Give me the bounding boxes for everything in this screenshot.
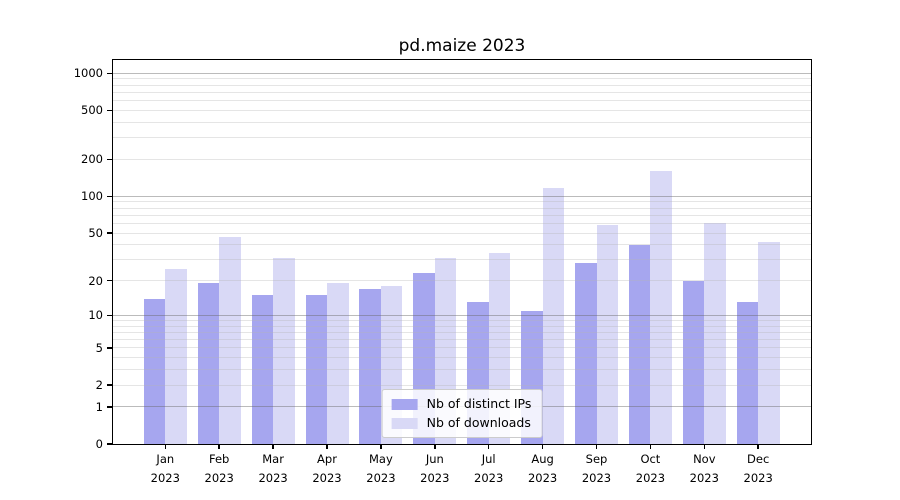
x-tick-label-jan: Jan 2023	[150, 452, 180, 485]
legend-item-distinct-ips: Nb of distinct IPs	[391, 396, 532, 411]
chart-title: pd.maize 2023	[398, 36, 526, 56]
x-tick-label-nov: Nov 2023	[689, 452, 719, 485]
y-tick-label-10: 10	[88, 308, 103, 323]
legend: Nb of distinct IPs Nb of downloads	[381, 389, 543, 438]
plot-area: Nb of distinct IPs Nb of downloads	[112, 59, 812, 445]
x-tick-label-oct: Oct 2023	[635, 452, 666, 485]
y-tick-mark-10	[107, 314, 112, 317]
x-tick-label-jul: Jul 2023	[474, 452, 504, 485]
y-tick-mark-50	[107, 232, 112, 234]
x-tick-mark-jan	[164, 444, 167, 449]
x-tick-label-may: May 2023	[366, 452, 396, 485]
y-tick-mark-500	[107, 109, 112, 112]
bar-downloads-nov	[704, 222, 726, 444]
y-tick-label-20: 20	[88, 273, 103, 288]
y-tick-mark-1000	[107, 72, 112, 75]
y-tick-label-2: 2	[95, 378, 103, 393]
x-tick-mark-oct	[649, 444, 652, 449]
x-tick-mark-jun	[434, 444, 436, 449]
y-tick-mark-100	[107, 195, 112, 198]
bar-downloads-apr	[327, 283, 349, 444]
x-tick-label-dec: Dec 2023	[743, 452, 773, 485]
y-tick-label-100: 100	[81, 189, 103, 204]
x-tick-mark-dec	[757, 444, 759, 449]
y-tick-mark-20	[107, 279, 112, 282]
y-tick-label-5: 5	[95, 340, 103, 355]
legend-item-downloads: Nb of downloads	[391, 415, 532, 430]
bar-downloads-feb	[219, 237, 241, 444]
x-tick-mark-sep	[595, 444, 598, 449]
legend-swatch-downloads	[391, 417, 418, 429]
bar-distinct-ips-dec	[736, 302, 759, 444]
y-tick-mark-200	[107, 158, 112, 161]
x-tick-label-aug: Aug 2023	[527, 452, 558, 485]
y-tick-mark-1	[107, 406, 112, 408]
x-tick-mark-nov	[703, 444, 706, 449]
bar-downloads-jan	[165, 269, 187, 444]
bar-distinct-ips-sep	[575, 263, 597, 444]
bar-distinct-ips-jan	[143, 298, 166, 444]
legend-swatch-distinct-ips	[391, 398, 418, 410]
x-tick-mark-mar	[272, 444, 274, 449]
bar-distinct-ips-mar	[251, 295, 274, 444]
bar-distinct-ips-may	[359, 288, 381, 444]
y-tick-label-50: 50	[88, 226, 103, 241]
x-tick-mark-aug	[541, 444, 544, 449]
x-tick-mark-feb	[218, 444, 220, 449]
x-tick-label-apr: Apr 2023	[312, 452, 342, 485]
y-tick-mark-2	[107, 384, 112, 386]
y-tick-label-200: 200	[81, 152, 103, 167]
bar-downloads-dec	[758, 242, 780, 444]
x-tick-label-mar: Mar 2023	[258, 452, 288, 485]
bar-distinct-ips-apr	[305, 295, 327, 444]
bar-distinct-ips-oct	[628, 244, 651, 444]
bar-downloads-oct	[650, 171, 672, 444]
x-tick-mark-apr	[326, 444, 328, 449]
y-tick-mark-0	[107, 443, 112, 445]
legend-label-downloads: Nb of downloads	[426, 415, 531, 430]
y-tick-label-500: 500	[81, 103, 103, 118]
bars-layer	[113, 60, 811, 444]
x-tick-mark-may	[380, 444, 382, 449]
x-tick-label-feb: Feb 2023	[204, 452, 234, 485]
bar-downloads-sep	[596, 225, 618, 444]
y-tick-label-0: 0	[95, 437, 103, 451]
x-tick-mark-jul	[487, 444, 490, 449]
y-tick-label-1000: 1000	[73, 66, 103, 81]
bar-downloads-aug	[542, 188, 565, 444]
bar-downloads-mar	[273, 258, 295, 444]
y-tick-label-1: 1	[95, 399, 103, 414]
x-tick-label-sep: Sep 2023	[581, 452, 612, 485]
x-tick-label-jun: Jun 2023	[420, 452, 450, 485]
bar-distinct-ips-feb	[197, 283, 220, 444]
y-tick-mark-5	[107, 347, 112, 349]
bar-distinct-ips-nov	[682, 280, 705, 444]
legend-label-distinct-ips: Nb of distinct IPs	[426, 396, 532, 411]
